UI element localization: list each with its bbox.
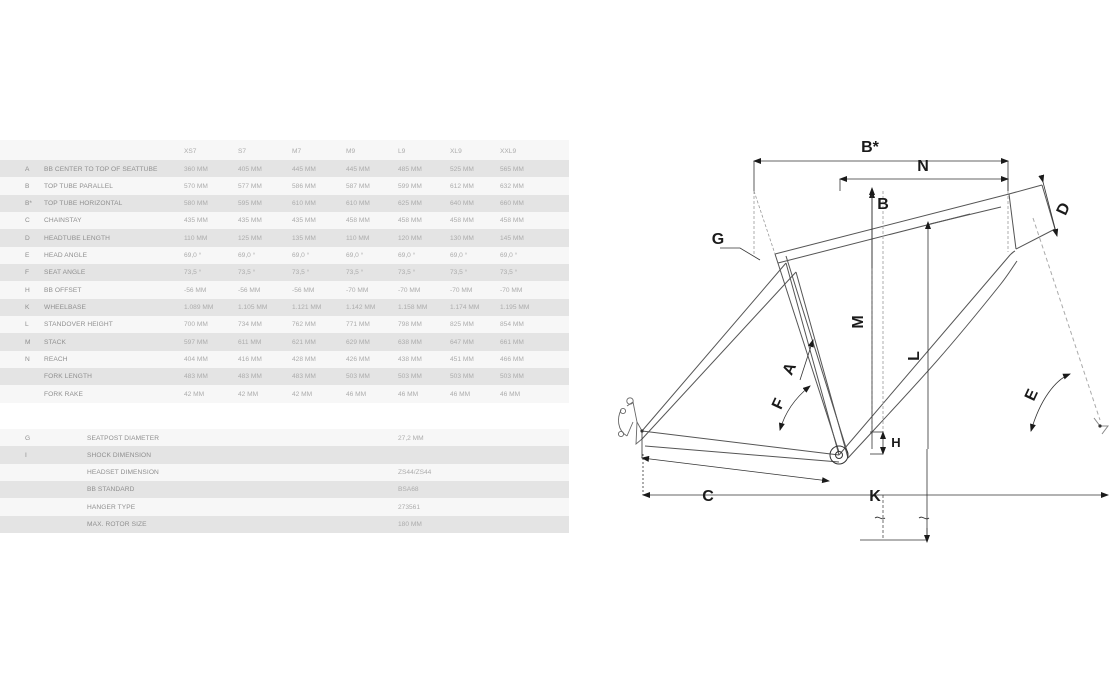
svg-text:E: E xyxy=(1022,386,1042,403)
svg-text:B: B xyxy=(877,196,889,213)
svg-text:C: C xyxy=(702,488,714,505)
svg-text:G: G xyxy=(712,231,724,248)
svg-text:D: D xyxy=(1054,200,1074,218)
svg-text:F: F xyxy=(769,396,789,412)
svg-text:A: A xyxy=(780,360,800,378)
svg-text:K: K xyxy=(869,488,881,505)
svg-text:M: M xyxy=(850,315,867,328)
svg-text:N: N xyxy=(917,158,929,175)
svg-text:H: H xyxy=(891,435,900,450)
svg-text:B*: B* xyxy=(861,139,880,156)
svg-text:L: L xyxy=(906,351,923,361)
